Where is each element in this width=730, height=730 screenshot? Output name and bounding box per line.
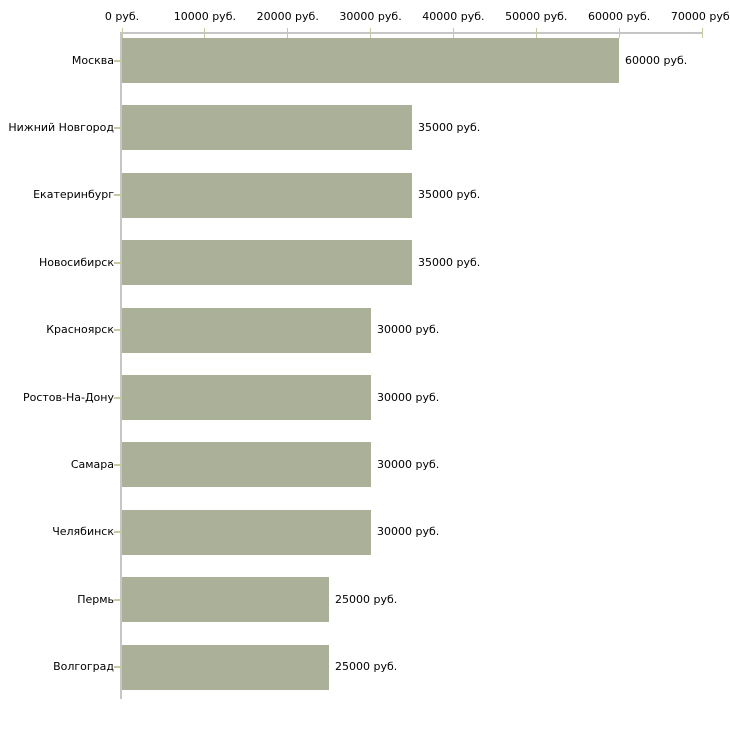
category-label: Самара (70, 457, 114, 471)
category-label: Пермь (77, 592, 114, 606)
category-label: Новосибирск (38, 255, 114, 269)
category-tick-mark (114, 666, 121, 669)
value-label: 30000 руб. (377, 390, 440, 404)
category-label: Челябинск (52, 525, 114, 539)
category-label: Красноярск (46, 323, 114, 337)
x-tick-mark (121, 28, 123, 38)
value-label: 25000 руб. (335, 592, 398, 606)
x-tick-mark (204, 28, 206, 38)
category-tick-mark (114, 59, 121, 62)
bar-2 (122, 105, 412, 151)
category-label: Волгоград (53, 660, 114, 674)
category-tick-mark (114, 194, 121, 197)
bar-6 (122, 375, 371, 420)
category-tick-mark (114, 396, 121, 399)
x-tick-mark (370, 28, 372, 38)
x-tick-label: 40000 руб. (422, 10, 485, 23)
category-tick-mark (114, 126, 121, 129)
bar-8 (122, 509, 371, 555)
x-tick-label: 60000 руб. (588, 10, 651, 23)
value-label: 35000 руб. (418, 120, 481, 134)
category-tick-mark (114, 329, 121, 332)
x-tick-label: 10000 руб. (173, 10, 236, 23)
x-tick-label: 50000 руб. (505, 10, 568, 23)
bar-3 (122, 172, 412, 218)
y-axis-line (120, 32, 122, 699)
category-label: Нижний Новгород (8, 120, 114, 134)
bar-5 (122, 307, 371, 353)
x-tick-label: 70000 руб. (670, 10, 730, 23)
value-label: 35000 руб. (418, 255, 481, 269)
x-tick-mark (618, 28, 620, 38)
category-label: Ростов-На-Дону (22, 390, 114, 404)
bar-1 (122, 38, 619, 83)
value-label: 30000 руб. (377, 457, 440, 471)
category-tick-mark (114, 531, 121, 534)
category-tick-mark (114, 261, 121, 264)
bar-4 (122, 240, 412, 286)
bar-7 (122, 442, 371, 488)
x-tick-mark (701, 28, 703, 38)
x-tick-mark (535, 28, 537, 38)
category-tick-mark (114, 463, 121, 466)
x-tick-label: 30000 руб. (339, 10, 402, 23)
category-label: Екатеринбург (33, 188, 114, 202)
value-label: 60000 руб. (625, 53, 688, 67)
bar-9 (122, 577, 329, 623)
value-label: 30000 руб. (377, 525, 440, 539)
value-label: 30000 руб. (377, 323, 440, 337)
category-label: Москва (71, 53, 114, 67)
category-tick-mark (114, 598, 121, 601)
x-tick-mark (452, 28, 454, 38)
value-label: 35000 руб. (418, 188, 481, 202)
x-tick-label: 20000 руб. (256, 10, 319, 23)
x-axis-line (120, 32, 702, 34)
x-tick-mark (287, 28, 289, 38)
bar-10 (122, 644, 329, 690)
value-label: 25000 руб. (335, 660, 398, 674)
x-tick-label: 0 руб. (104, 10, 140, 23)
